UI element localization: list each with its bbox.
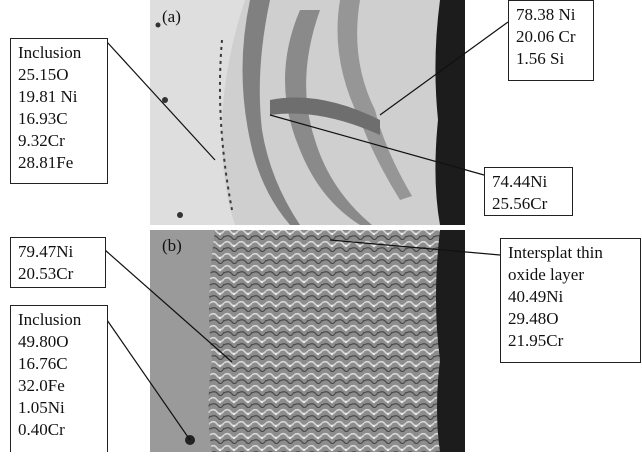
callout-text: Intersplat thin: [508, 243, 603, 262]
callout-text: 1.56 Si: [516, 49, 564, 68]
callout-text: 79.47Ni: [18, 242, 74, 261]
callout-text: 49.80O: [18, 332, 69, 351]
callout-text: 0.40Cr: [18, 420, 65, 439]
callout-text: 29.48O: [508, 309, 559, 328]
micrograph-b: [150, 230, 465, 452]
callout-text: 40.49Ni: [508, 287, 564, 306]
callout-text: 1.05Ni: [18, 398, 65, 417]
callout-text: Inclusion: [18, 310, 82, 329]
callout-text: 25.15O: [18, 65, 69, 84]
panel-label: (b): [162, 236, 182, 255]
callout-text: 32.0Fe: [18, 376, 65, 395]
callout-text: 78.38 Ni: [516, 5, 576, 24]
callout-text: 9.32Cr: [18, 131, 65, 150]
figure: (a) (b) Inclusion 25.15O 19.81 Ni 16.93C 9.32C…: [0, 0, 642, 452]
callout-text: 28.81Fe: [18, 153, 73, 172]
callout-text: 20.06 Cr: [516, 27, 576, 46]
panel-label: (a): [162, 7, 181, 26]
callout-text: 19.81 Ni: [18, 87, 78, 106]
page: {"panels": [{"label": "(a)"}, {"label": …: [0, 0, 642, 452]
callout-text: Inclusion: [18, 43, 82, 62]
callout-text: 74.44Ni: [492, 172, 548, 191]
callout-text: 16.93C: [18, 109, 68, 128]
callout-text: 20.53Cr: [18, 264, 74, 283]
callout-text: 25.56Cr: [492, 194, 548, 213]
callout-text: 21.95Cr: [508, 331, 564, 350]
callout-text: oxide layer: [508, 265, 584, 284]
callout-text: 16.76C: [18, 354, 68, 373]
micrograph-a: [150, 0, 465, 225]
